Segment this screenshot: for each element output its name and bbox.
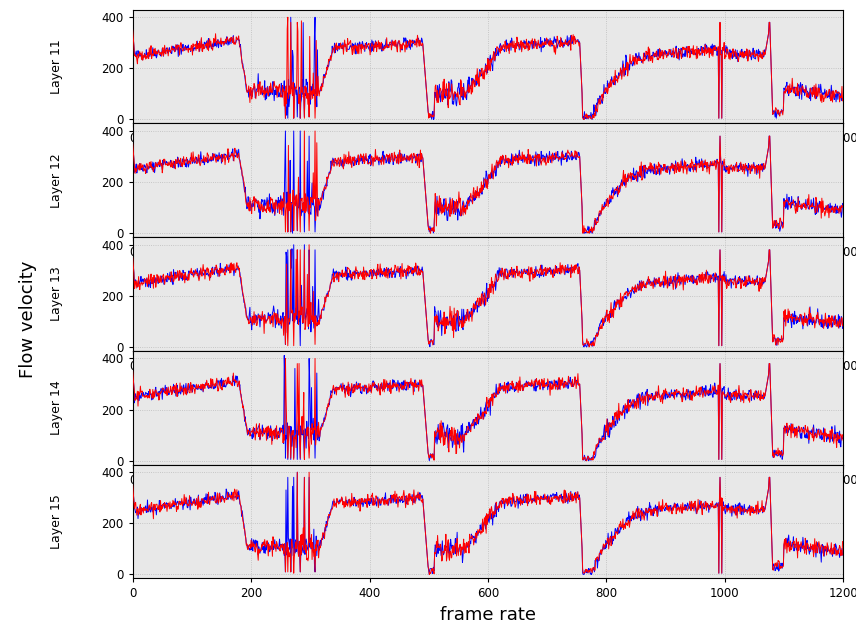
Y-axis label: Layer 12: Layer 12 (50, 153, 62, 208)
Y-axis label: Layer 13: Layer 13 (50, 266, 62, 321)
Y-axis label: Layer 11: Layer 11 (50, 39, 62, 94)
X-axis label: frame rate: frame rate (440, 606, 536, 624)
Text: Flow velocity: Flow velocity (19, 261, 37, 378)
Y-axis label: Layer 15: Layer 15 (50, 494, 62, 549)
Y-axis label: Layer 14: Layer 14 (50, 380, 62, 435)
